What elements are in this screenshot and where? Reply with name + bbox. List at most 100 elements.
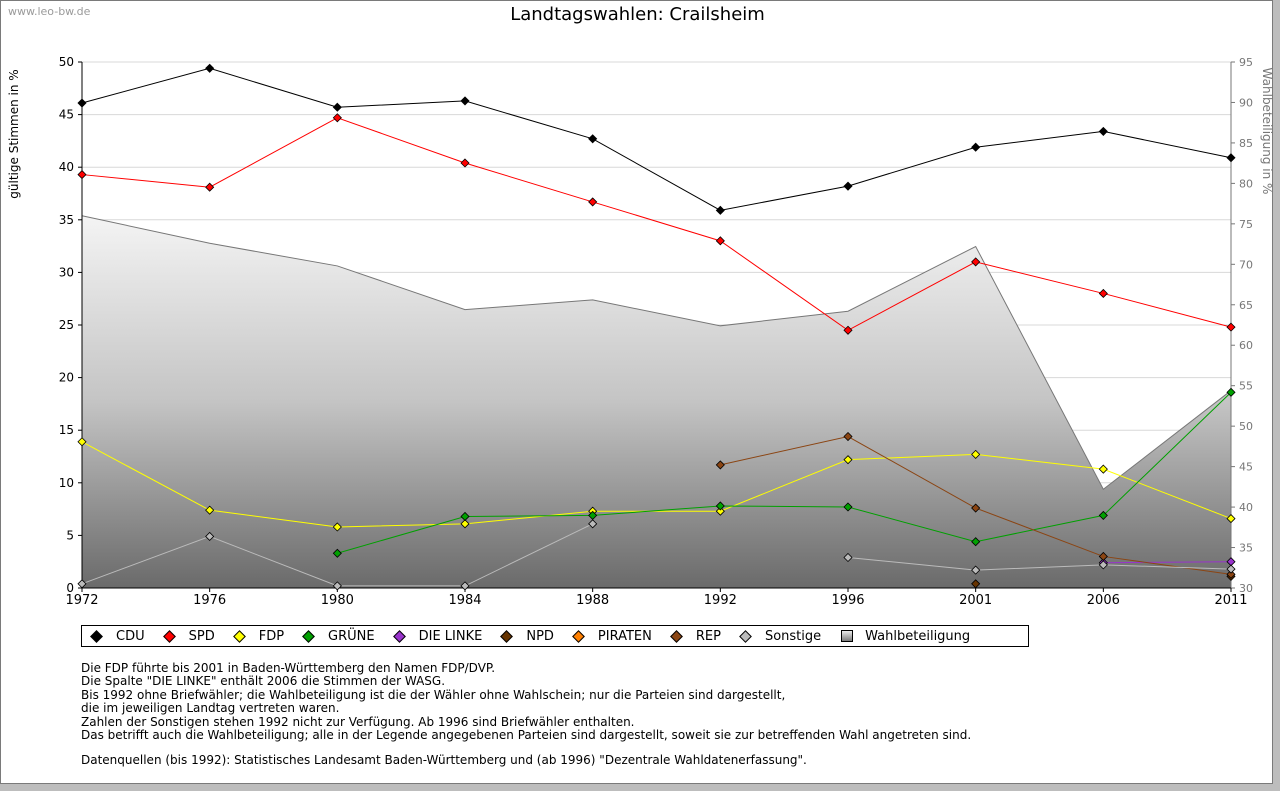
x-tick-label: 1988 [576,593,609,608]
data-point-cdu [1098,126,1108,136]
data-point-npd [971,579,981,589]
note-line: Bis 1992 ohne Briefwähler; die Wahlbetei… [81,687,786,702]
y2-tick-label: 55 [1239,380,1253,393]
data-point-sonstige [971,565,981,575]
data-point-gr-ne [460,511,470,522]
series-line-gr-ne [337,391,1232,554]
y2-tick-label: 80 [1239,177,1253,190]
legend-item: Wahlbeteiligung [841,629,970,644]
data-point-sonstige [1098,560,1108,570]
data-point-rep [1226,569,1236,579]
y-tick-label: 40 [59,160,74,174]
y-tick-label: 45 [59,108,74,122]
data-point-gr-ne [843,502,853,512]
data-point-fdp [1226,514,1236,524]
data-source: Datenquellen (bis 1992): Statistisches L… [81,753,807,767]
y-tick-label: 35 [59,213,74,227]
y2-tick-label: 50 [1239,420,1253,433]
data-point-cdu [715,205,725,215]
y2-tick-label: 65 [1239,299,1253,312]
data-point-gr-ne [1098,510,1108,520]
chart-svg: 0 5 10 15 20 25 30 35 40 45 50 30 35 40 45 50 55 60 65 70 75… [7,55,1274,608]
y2-tick-label: 35 [1239,542,1253,555]
series-line-spd [81,117,1232,331]
data-point-spd [971,257,981,267]
y2-tick-label: 95 [1239,56,1253,69]
data-point-sonstige [588,519,598,529]
legend-marker-icon [739,629,752,643]
legend-marker-icon [162,629,176,643]
data-point-sonstige [843,552,853,563]
legend-label: GRÜNE [328,628,375,644]
y2-tick-label: 75 [1239,218,1253,231]
note-line: Zahlen der Sonstigen stehen 1992 nicht z… [81,714,635,729]
data-point-cdu [332,102,342,112]
legend-item: GRÜNE [302,628,375,644]
series-line-fdp [81,441,1232,528]
x-tick-label: 1976 [193,593,226,608]
data-point-spd [843,325,853,335]
legend-marker-icon [500,629,514,643]
data-point-spd [332,113,342,123]
legend-marker-icon [90,629,103,643]
y2-axis-label: Wahlbeteiligung in % [1260,68,1274,195]
data-point-spd [1098,288,1108,299]
data-point-spd [588,197,598,207]
note-line: Das betrifft auch die Wahlbeteiligung; a… [81,728,972,743]
data-point-sonstige [77,579,87,589]
chart-title: Landtagswahlen: Crailsheim [510,4,765,25]
y-tick-label: 10 [59,476,74,490]
data-point-fdp [1098,464,1108,474]
notes: Die FDP führte bis 2001 in Baden-Württem… [81,661,972,743]
legend-label: Wahlbeteiligung [865,628,971,644]
y2-tick-label: 30 [1239,582,1253,595]
legend-label: REP [695,628,721,644]
turnout-area [82,215,1231,588]
data-point-fdp [332,522,342,532]
data-point-cdu [460,96,470,106]
y-tick-label: 20 [59,371,74,385]
data-point-spd [1226,322,1236,332]
note-line: Die Spalte "DIE LINKE" enthält 2006 die … [81,674,446,689]
data-point-spd [460,158,470,168]
legend-marker-icon [302,629,315,643]
data-point-fdp [715,506,725,516]
data-point-rep [843,431,853,442]
legend-label: PIRATEN [597,628,652,644]
data-point-gr-ne [715,501,725,511]
turnout-line [81,215,1232,491]
legend-label: NPD [526,628,554,644]
legend-marker-icon [572,629,585,643]
data-point-gr-ne [1226,387,1236,397]
x-tick-label: 1984 [448,593,481,608]
x-tick-label: 2011 [1214,593,1247,608]
y2-tick-label: 70 [1239,258,1253,271]
data-point-fdp [971,449,981,459]
data-point-fdp [77,437,87,447]
data-point-gr-ne [332,548,342,558]
data-point-spd [715,236,725,246]
y-axis-label: gültige Stimmen in % [7,69,21,198]
legend-label: SPD [188,628,215,644]
y-tick-label: 5 [66,528,74,542]
watermark: www.leo-bw.de [8,5,91,18]
legend-item: SPD [162,628,215,644]
y2-tick-label: 45 [1239,461,1253,474]
data-point-sonstige [332,581,342,591]
y2-tick-label: 60 [1239,339,1253,352]
legend: CDU SPD FDP GRÜNE DIE LINKE NPD PIRATEN REP Sons… [81,625,1029,647]
data-point-fdp [843,455,853,465]
x-tick-label: 1992 [704,593,737,608]
y2-tick-label: 85 [1239,137,1253,150]
x-tick-label: 1996 [831,593,864,608]
data-point-sonstige [205,531,215,542]
data-point-fdp [205,505,215,515]
y-tick-label: 30 [59,265,74,279]
data-point-cdu [843,181,853,191]
y-tick-label: 0 [66,581,74,595]
data-point-cdu [77,98,87,108]
y-tick-label: 50 [59,55,74,69]
legend-item: DIE LINKE [392,629,482,644]
data-point-cdu [1226,153,1236,163]
legend-item: REP [670,628,721,644]
